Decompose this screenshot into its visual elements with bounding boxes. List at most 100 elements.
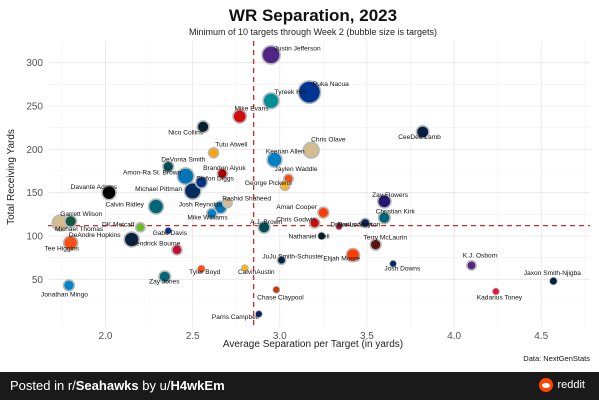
point-label: Kadarius Toney <box>477 294 523 301</box>
subreddit-link[interactable]: Seahawks <box>75 378 139 393</box>
point-label: Tutu Atwell <box>215 142 248 149</box>
user-link[interactable]: H4wkEm <box>170 378 225 393</box>
y-tick-label: 50 <box>32 275 44 286</box>
x-tick-label: 3.0 <box>273 331 287 342</box>
data-point: JuJu Smith-Schuster <box>276 255 287 266</box>
y-axis-title: Total Receiving Yards <box>6 129 17 225</box>
data-point: Keenan Allen <box>266 151 283 168</box>
point-label: DK Metcalf <box>102 221 134 228</box>
data-point: Brandon Aiyuk <box>216 167 229 180</box>
data-point: Kendrick Bourne <box>171 244 183 256</box>
point-label: Nathaniel Dell <box>289 234 331 241</box>
point-label: Amon-Ra St. Brown <box>123 169 182 176</box>
data-point: A.J. Brown <box>257 220 271 234</box>
point-label: Parris Campbell <box>212 314 259 321</box>
data-point: Garrett Wilson <box>64 214 78 228</box>
point-label: A.J. Brown <box>250 219 282 226</box>
x-axis-ticks: 2.0 2.5 3.0 3.5 4.0 4.5 <box>99 331 549 342</box>
scatter-chart: WR Separation, 2023 Minimum of 10 target… <box>0 0 599 372</box>
point-label: JuJu Smith-Schuster <box>262 254 324 261</box>
data-point: Tee Higgins <box>62 235 79 251</box>
reddit-logo[interactable]: reddit <box>539 378 585 392</box>
point-label: Garrett Wilson <box>60 211 102 218</box>
data-point: Darius Slayton <box>359 217 371 229</box>
point-label: Gabe Davis <box>153 230 188 237</box>
point-label: Davante Adams <box>71 184 118 191</box>
point-label: Chase Claypool <box>257 294 304 301</box>
y-tick-label: 150 <box>26 188 43 199</box>
data-point: Jaxon Smith-Njigba <box>549 276 558 286</box>
point-label: K.J. Osborn <box>463 253 498 260</box>
chart-background <box>0 0 599 372</box>
y-tick-label: 200 <box>26 145 43 156</box>
data-point: DeAndre Hopkins <box>123 231 140 248</box>
data-point: DK Metcalf <box>134 221 146 233</box>
point-label: Stefon Diggs <box>196 176 234 183</box>
point-label: CeeDee Lamb <box>398 134 441 141</box>
point-label: Michael Thomas <box>55 226 104 233</box>
point-label: Jaylen Waddle <box>275 166 318 173</box>
reddit-alien-icon <box>539 378 554 392</box>
data-point: Amari Cooper <box>317 206 330 219</box>
data-point: Nathaniel Dell <box>317 231 326 241</box>
y-axis-ticks: 50 100 150 200 250 300 <box>26 58 43 286</box>
data-point: Josh Downs <box>389 259 397 268</box>
reddit-logo-text: reddit <box>557 379 585 391</box>
point-label: Calvin Ridley <box>106 202 145 209</box>
data-point: Chase Claypool <box>272 285 281 294</box>
data-point: Davante Adams <box>101 184 117 201</box>
data-points: Puka Nacua Justin Jefferson Amon-Ra St. Br… <box>51 44 558 318</box>
y-tick-label: 100 <box>26 232 43 243</box>
point-label: Josh Reynolds <box>179 202 223 209</box>
point-label: Chris Godwin <box>276 216 316 223</box>
point-label: Rashid Shaheed <box>222 195 271 202</box>
point-label: Josh Downs <box>384 266 421 273</box>
point-label: Drake London <box>330 221 372 228</box>
data-point: Kadarius Toney <box>492 287 500 296</box>
point-label: Nico Collins <box>168 130 204 137</box>
y-tick-label: 250 <box>26 102 43 113</box>
data-point: K.J. Osborn <box>466 260 477 271</box>
point-label: Justin Jefferson <box>275 46 321 53</box>
point-label: Tyler Boyd <box>189 269 220 276</box>
data-point: Calvin Ridley <box>147 198 165 215</box>
data-point: George Pickens <box>279 180 291 192</box>
point-label: DeVonta Smith <box>161 156 205 163</box>
x-tick-label: 2.0 <box>99 331 113 342</box>
point-label: Brandon Aiyuk <box>203 165 246 172</box>
data-point: Calvin Austin <box>241 264 249 272</box>
point-label: Tee Higgins <box>45 246 80 253</box>
point-label: CalvinAustin <box>238 269 275 276</box>
data-point: Rashid Shaheed <box>222 197 233 209</box>
point-label: Puka Nacua <box>313 81 349 88</box>
data-point: Tyler Boyd <box>197 264 206 274</box>
data-point: Chris Olave <box>302 141 320 159</box>
point-label: Amari Cooper <box>276 204 317 211</box>
reddit-footer: Posted in r/Seahawks by u/H4wkEm reddit <box>0 372 599 400</box>
point-label: Mike Williams <box>187 215 228 222</box>
point-label: Tyreek Hill <box>275 89 306 96</box>
chart-title: WR Separation, 2023 <box>229 6 397 25</box>
footer-attribution: Posted in r/Seahawks by u/H4wkEm <box>10 378 225 393</box>
data-point: Puka Nacua <box>297 80 322 105</box>
footer-prefix: Posted in r/ <box>10 378 76 393</box>
x-tick-label: 3.5 <box>360 331 374 342</box>
data-point: Amon-Ra St. Brown <box>176 167 195 186</box>
data-point: Jonathan Mingo <box>62 279 76 292</box>
point-label: Jaxon Smith-Njigba <box>524 270 582 277</box>
point-label: Zay Jones <box>149 279 180 286</box>
data-point: DeVonta Smith <box>162 160 175 173</box>
x-tick-label: 2.5 <box>186 331 200 342</box>
x-axis-title: Average Separation per Target (in yards) <box>223 339 403 350</box>
data-point: Zay Jones <box>158 270 172 284</box>
data-point: Stefon Diggs <box>194 175 208 189</box>
data-point: Terry McLaurin <box>369 238 382 251</box>
point-label: Christian Kirk <box>376 208 416 215</box>
data-point: Tutu Atwell <box>207 146 220 159</box>
data-point: Mike Williams <box>206 207 218 220</box>
point-label: Terry McLaurin <box>363 234 407 241</box>
point-label: Darius Slayton <box>337 221 380 228</box>
data-point: CeeDee Lamb <box>415 124 430 140</box>
point-label: Jonathan Mingo <box>41 292 88 299</box>
